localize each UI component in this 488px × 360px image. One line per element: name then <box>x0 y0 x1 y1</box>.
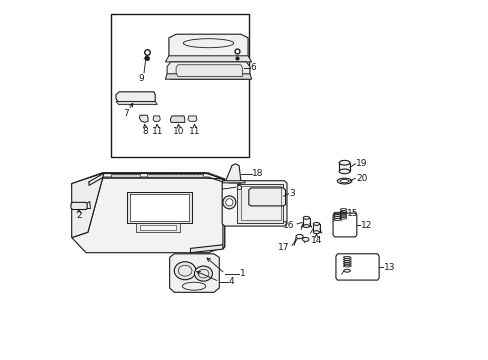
Polygon shape <box>127 192 192 223</box>
Text: 9: 9 <box>138 74 143 83</box>
Text: 12: 12 <box>361 220 372 230</box>
Text: 3: 3 <box>288 189 294 198</box>
Polygon shape <box>116 92 155 102</box>
Polygon shape <box>313 224 319 232</box>
Text: 7: 7 <box>122 109 128 117</box>
Ellipse shape <box>303 225 309 228</box>
Text: 6: 6 <box>250 63 256 72</box>
Ellipse shape <box>343 269 349 272</box>
Ellipse shape <box>339 160 349 165</box>
Polygon shape <box>303 218 309 226</box>
Polygon shape <box>169 254 219 292</box>
Ellipse shape <box>295 234 303 239</box>
Text: 18: 18 <box>252 169 264 178</box>
Text: 20: 20 <box>355 174 366 183</box>
Text: 17: 17 <box>277 243 288 252</box>
Ellipse shape <box>183 39 233 48</box>
Bar <box>110 14 249 157</box>
Polygon shape <box>223 179 224 249</box>
Polygon shape <box>153 116 160 121</box>
Text: 13: 13 <box>383 263 394 271</box>
Polygon shape <box>168 34 247 59</box>
Polygon shape <box>187 116 197 121</box>
Polygon shape <box>339 163 349 171</box>
Polygon shape <box>165 56 251 62</box>
Polygon shape <box>72 173 104 238</box>
Ellipse shape <box>313 231 319 234</box>
Polygon shape <box>222 181 244 183</box>
Text: 1: 1 <box>240 269 245 278</box>
Circle shape <box>223 196 235 209</box>
Ellipse shape <box>194 266 212 281</box>
Polygon shape <box>190 245 224 253</box>
Ellipse shape <box>174 262 196 280</box>
Text: 8: 8 <box>142 127 148 136</box>
Polygon shape <box>116 102 157 104</box>
Polygon shape <box>111 174 140 177</box>
Polygon shape <box>335 254 378 280</box>
Ellipse shape <box>339 169 349 174</box>
Text: 19: 19 <box>355 159 367 168</box>
Ellipse shape <box>302 238 308 241</box>
Ellipse shape <box>337 178 351 184</box>
Polygon shape <box>237 184 283 223</box>
Polygon shape <box>147 174 203 177</box>
Ellipse shape <box>303 216 309 219</box>
Text: 10: 10 <box>173 127 184 136</box>
Ellipse shape <box>313 222 319 225</box>
Polygon shape <box>332 213 356 237</box>
Polygon shape <box>136 223 179 232</box>
Text: 15: 15 <box>346 209 358 217</box>
Ellipse shape <box>340 180 348 183</box>
Polygon shape <box>71 202 87 210</box>
Text: 4: 4 <box>228 277 234 286</box>
Polygon shape <box>165 74 251 79</box>
Polygon shape <box>72 173 224 253</box>
Text: 16: 16 <box>282 221 294 230</box>
Text: 2: 2 <box>76 211 81 220</box>
Polygon shape <box>140 225 176 230</box>
Text: 11: 11 <box>189 127 200 136</box>
Text: 5: 5 <box>236 183 242 192</box>
Polygon shape <box>139 115 148 122</box>
Polygon shape <box>241 186 280 220</box>
Polygon shape <box>222 181 286 226</box>
Polygon shape <box>170 116 184 122</box>
Polygon shape <box>167 62 249 79</box>
Text: 11: 11 <box>151 127 163 136</box>
Polygon shape <box>248 188 285 206</box>
Polygon shape <box>89 174 224 185</box>
Polygon shape <box>130 194 189 221</box>
Text: 14: 14 <box>310 236 322 245</box>
Circle shape <box>225 199 232 206</box>
Polygon shape <box>225 164 241 183</box>
Polygon shape <box>176 65 242 76</box>
Ellipse shape <box>182 282 205 290</box>
Polygon shape <box>72 173 223 189</box>
